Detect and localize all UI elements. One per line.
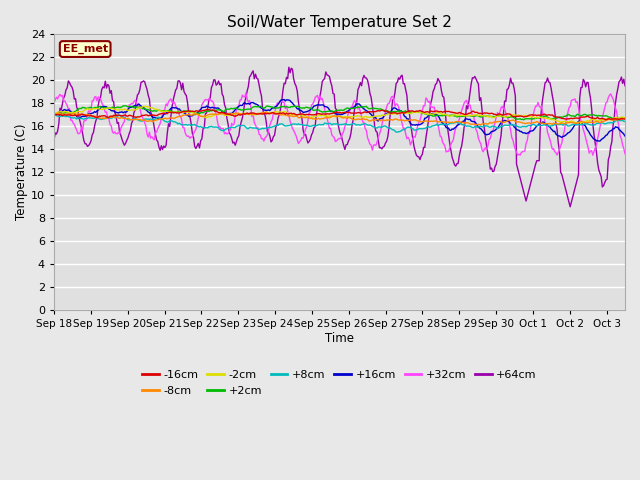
Line: +32cm: +32cm: [54, 93, 625, 155]
-2cm: [229, 111, 237, 117]
+8cm: [394, 129, 401, 135]
Y-axis label: Temperature (C): Temperature (C): [15, 124, 28, 220]
+16cm: [50, 110, 58, 116]
-16cm: [471, 109, 479, 115]
+16cm: [371, 114, 378, 120]
+32cm: [571, 96, 579, 102]
+32cm: [242, 90, 250, 96]
Line: +8cm: +8cm: [54, 114, 625, 132]
+8cm: [371, 124, 378, 130]
+16cm: [398, 109, 406, 115]
+32cm: [50, 99, 58, 105]
+64cm: [371, 124, 378, 130]
-8cm: [292, 113, 300, 119]
-2cm: [371, 114, 378, 120]
-16cm: [602, 117, 610, 122]
+2cm: [122, 103, 129, 108]
+64cm: [471, 73, 479, 79]
+64cm: [621, 83, 629, 89]
+2cm: [229, 106, 237, 112]
+8cm: [51, 111, 59, 117]
+2cm: [371, 106, 378, 111]
Title: Soil/Water Temperature Set 2: Soil/Water Temperature Set 2: [227, 15, 452, 30]
+32cm: [371, 142, 378, 148]
+64cm: [50, 137, 58, 143]
+8cm: [571, 121, 579, 127]
-16cm: [292, 112, 300, 118]
-16cm: [371, 108, 378, 114]
-2cm: [621, 115, 629, 121]
+2cm: [50, 110, 58, 116]
+8cm: [472, 123, 480, 129]
+64cm: [292, 83, 300, 89]
+8cm: [50, 112, 58, 118]
+8cm: [621, 119, 629, 124]
+64cm: [398, 72, 406, 78]
-16cm: [229, 112, 237, 118]
-16cm: [398, 109, 406, 115]
+64cm: [285, 64, 292, 70]
-16cm: [621, 116, 629, 122]
+32cm: [514, 152, 522, 158]
Line: +64cm: +64cm: [54, 67, 625, 207]
-2cm: [570, 119, 577, 125]
-2cm: [292, 112, 300, 118]
-8cm: [262, 109, 270, 115]
-2cm: [141, 104, 148, 109]
Line: -16cm: -16cm: [54, 109, 625, 120]
-8cm: [371, 118, 378, 123]
-2cm: [50, 110, 58, 116]
+16cm: [280, 96, 288, 102]
+8cm: [229, 124, 237, 130]
+2cm: [471, 113, 479, 119]
+32cm: [228, 120, 236, 126]
+64cm: [566, 204, 574, 210]
-8cm: [228, 110, 236, 116]
+16cm: [621, 133, 629, 139]
+2cm: [520, 117, 527, 123]
-2cm: [471, 112, 479, 118]
-8cm: [471, 121, 479, 127]
-8cm: [476, 122, 483, 128]
+16cm: [596, 138, 604, 144]
+32cm: [471, 120, 479, 126]
Line: -2cm: -2cm: [54, 107, 625, 123]
X-axis label: Time: Time: [325, 332, 354, 345]
Line: +16cm: +16cm: [54, 99, 625, 141]
+8cm: [399, 127, 407, 132]
+64cm: [571, 185, 579, 191]
+2cm: [621, 115, 629, 121]
+64cm: [228, 135, 236, 141]
+2cm: [571, 114, 579, 120]
-8cm: [621, 116, 629, 121]
+32cm: [398, 120, 406, 126]
+32cm: [621, 151, 629, 156]
+16cm: [228, 110, 236, 116]
-8cm: [571, 120, 579, 126]
+16cm: [471, 119, 479, 125]
+16cm: [292, 104, 300, 110]
-2cm: [398, 110, 406, 116]
+8cm: [292, 121, 300, 127]
-2cm: [577, 120, 585, 126]
Line: +2cm: +2cm: [54, 106, 625, 120]
+2cm: [292, 104, 300, 110]
Line: -8cm: -8cm: [54, 112, 625, 125]
Legend: -16cm, -8cm, -2cm, +2cm, +8cm, +16cm, +32cm, +64cm: -16cm, -8cm, -2cm, +2cm, +8cm, +16cm, +3…: [138, 366, 541, 400]
+16cm: [570, 123, 577, 129]
-8cm: [50, 111, 58, 117]
-16cm: [570, 116, 577, 121]
-16cm: [50, 112, 58, 118]
-8cm: [398, 117, 406, 123]
+2cm: [398, 109, 406, 115]
+32cm: [292, 132, 300, 138]
Text: EE_met: EE_met: [63, 44, 108, 54]
-16cm: [204, 107, 212, 112]
